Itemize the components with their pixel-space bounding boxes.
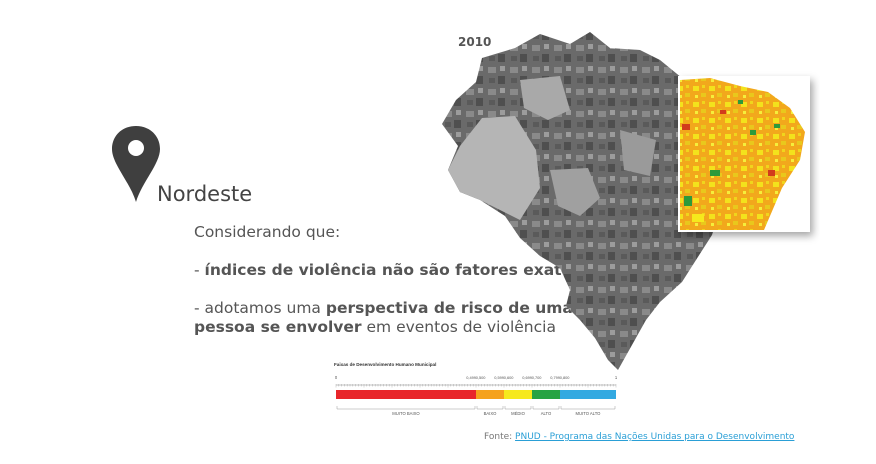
legend-scale-end: 1 <box>615 375 618 380</box>
legend-band <box>560 390 616 399</box>
legend-bracket <box>336 406 476 410</box>
legend-tick-label: 0,699 <box>522 375 532 380</box>
legend-band-label: ALTO <box>541 411 552 416</box>
region-title: Nordeste <box>157 182 253 206</box>
legend-tick-label: 0,800 <box>560 375 571 380</box>
legend-band <box>532 390 560 399</box>
legend-band-label: MÉDIO <box>511 411 525 416</box>
legend-band-label: MUITO ALTO <box>576 411 602 416</box>
map-pin-icon <box>112 126 160 202</box>
bullet-2-bold-1: perspectiva de risco de uma <box>325 299 573 317</box>
legend-tick-label: 0,499 <box>466 375 476 380</box>
brazil-map <box>442 32 810 370</box>
intro-text: Considerando que: <box>194 223 341 241</box>
source-line: Fonte: PNUD - Programa das Nações Unidas… <box>484 432 794 442</box>
legend-bracket <box>476 406 504 410</box>
legend-bracket <box>504 406 532 410</box>
nordeste-inset <box>678 76 810 232</box>
legend-bracket <box>532 406 560 410</box>
legend-bracket <box>560 406 616 410</box>
legend-band <box>336 390 476 399</box>
legend-tick-label: 0,799 <box>550 375 560 380</box>
legend-band-label: MUITO BAIXO <box>392 411 420 416</box>
legend-bands <box>336 390 616 399</box>
legend-tick-label: 0,599 <box>494 375 504 380</box>
bullet-2: - adotamos uma perspectiva de risco de u… <box>194 299 594 337</box>
source-link[interactable]: PNUD - Programa das Nações Unidas para o… <box>515 432 795 442</box>
legend-labels: MUITO BAIXO BAIXO MÉDIO ALTO MUITO ALTO <box>336 406 616 416</box>
legend-band <box>504 390 532 399</box>
source-label: Fonte: <box>484 432 516 442</box>
bullet-1: - índices de violência não são fatores e… <box>194 261 594 280</box>
bullet-2-bold-2: pessoa se envolver <box>194 318 362 336</box>
map-year: 2010 <box>458 35 492 49</box>
legend-band-label: BAIXO <box>484 411 498 416</box>
bullet-2-prefix: - adotamos uma <box>194 299 326 317</box>
legend-tick-label: 0,500 <box>476 375 487 380</box>
legend-tick-label: 0,600 <box>504 375 515 380</box>
legend-band <box>476 390 504 399</box>
legend-ticks: 0 1 0,499 0,500 0,599 0,600 0,699 0,700 0,799 0,8… <box>335 375 618 388</box>
legend-title: Faixas de Desenvolvimento Humano Municip… <box>334 362 436 367</box>
hdi-legend: Faixas de Desenvolvimento Humano Municip… <box>334 362 618 416</box>
bullet-1-bold: índices de violência não são fatores exa… <box>204 261 582 279</box>
legend-scale-start: 0 <box>335 375 338 380</box>
bullet-1-prefix: - <box>194 261 205 279</box>
bullet-2-suffix: em eventos de violência <box>361 318 556 336</box>
legend-tick-label: 0,700 <box>532 375 543 380</box>
body-text: Considerando que: - índices de violência… <box>194 223 594 337</box>
